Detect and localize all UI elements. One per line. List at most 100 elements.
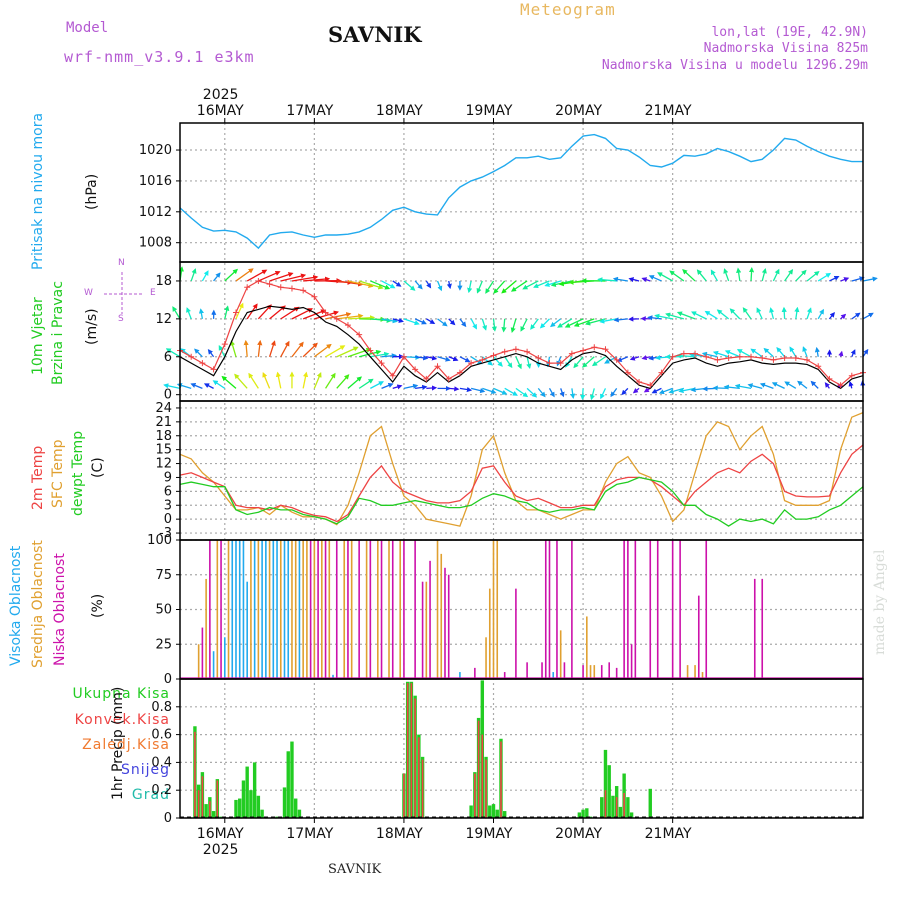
- wind-arrow: [470, 318, 477, 330]
- axis-text-layer: 16MAY 16MAY 17MAY 17MAY 18MAY 18MAY 19MAY 19MAY…: [104, 87, 692, 858]
- gust-marker: [468, 360, 475, 367]
- wind-arrow: [669, 270, 685, 282]
- wind-arrow: [724, 350, 741, 358]
- wind-arrow: [194, 348, 203, 358]
- wind-arrow: [784, 381, 797, 389]
- wind-arrow: [459, 356, 471, 363]
- wind-arrow: [446, 280, 452, 290]
- wind-arrow: [448, 386, 460, 392]
- gust-marker: [266, 281, 273, 288]
- wind-arrow: [370, 280, 391, 290]
- conv-rain-bar: [194, 731, 196, 818]
- wind-arrow: [165, 348, 181, 358]
- wind-arrow: [704, 310, 718, 320]
- wind-arrow: [257, 304, 272, 320]
- gust-marker: [748, 353, 755, 360]
- wind-arrow: [862, 276, 878, 282]
- wind-arrow: [172, 306, 181, 320]
- y-tick-label: 1008: [139, 236, 172, 251]
- conv-rain-bar: [615, 797, 618, 818]
- y-tick-label: 0.8: [151, 700, 172, 715]
- y-tick-label: 0: [164, 672, 172, 687]
- wind-arrow: [501, 280, 517, 294]
- total-rain-bar: [204, 804, 208, 818]
- wind-arrow: [515, 387, 529, 398]
- wind-arrow: [814, 346, 820, 357]
- y-tick-label: 50: [155, 603, 172, 618]
- wind-arrow: [781, 306, 787, 319]
- y-tick-label: 21: [155, 415, 172, 430]
- wind-arrow: [302, 342, 318, 358]
- total-rain-bar: [211, 811, 216, 818]
- grid-layer: [180, 123, 863, 819]
- wind-arrow: [526, 387, 538, 398]
- gust-marker: [423, 375, 430, 382]
- wind-arrow: [712, 350, 729, 358]
- gust-marker: [535, 355, 542, 362]
- wind-arrow: [851, 276, 865, 282]
- wind-arrow: [258, 270, 281, 282]
- wind-arrow: [794, 306, 800, 319]
- gust-marker: [624, 369, 631, 376]
- panel-frame: [179, 678, 864, 819]
- wind-arrow: [573, 318, 595, 327]
- wind-arrow: [654, 313, 673, 320]
- wind-arrow: [436, 280, 443, 292]
- model-name: wrf-nmm_v3.9.1 e3km: [64, 48, 255, 66]
- gust-marker: [725, 355, 732, 362]
- wind-arrow: [548, 388, 555, 398]
- total-rain-bar: [495, 809, 499, 818]
- conv-rain-bar: [477, 720, 480, 818]
- total-rain-bar: [241, 780, 246, 818]
- total-rain-bar: [488, 805, 492, 818]
- wind-arrow: [556, 356, 562, 367]
- frame-layer: [176, 118, 864, 823]
- total-rain-bar: [245, 766, 249, 818]
- gust-marker: [356, 331, 363, 338]
- gust-marker: [804, 356, 811, 363]
- model-label: Model: [66, 20, 109, 36]
- wind-arrow: [539, 318, 550, 329]
- day-label-bottom: 21MAY: [645, 826, 692, 842]
- conv-rain-bar: [201, 776, 204, 818]
- wind-arrow: [426, 318, 436, 325]
- conv-rain-bar: [414, 698, 416, 818]
- wind-arrow: [381, 280, 396, 289]
- page-title: SAVNIK: [328, 22, 422, 47]
- wind-arrow: [763, 347, 774, 358]
- wind-speed-line: [179, 305, 864, 390]
- wind-arrow: [243, 339, 249, 357]
- y-tick-label: 1012: [139, 205, 172, 220]
- wind-arrow: [817, 272, 832, 282]
- wind-arrow: [493, 387, 508, 395]
- wind-arrow: [230, 340, 237, 357]
- gust-marker: [501, 348, 508, 355]
- wind-arrow: [761, 267, 767, 282]
- conv-rain-bar: [421, 759, 424, 818]
- gust-marker: [815, 363, 822, 370]
- conv-rain-bar: [474, 773, 476, 818]
- wind-arrow: [736, 349, 752, 358]
- y-tick-label: 6: [164, 350, 172, 365]
- wind-arrow: [426, 385, 438, 391]
- y-tick-label: 3: [164, 498, 172, 513]
- wind-arrow: [641, 277, 651, 283]
- wind-arrow: [632, 387, 640, 394]
- gust-marker: [669, 353, 676, 360]
- wind-arrow: [186, 307, 192, 320]
- wind-arrow: [493, 280, 506, 294]
- y-tick-label: 100: [147, 533, 172, 548]
- gust-marker: [456, 369, 463, 376]
- wind-arrow: [221, 375, 237, 389]
- wind-arrow: [772, 268, 780, 282]
- wind-arrow: [448, 356, 459, 362]
- wind-arrow: [610, 387, 618, 398]
- total-rain-bar: [611, 795, 615, 818]
- wind-arrow: [573, 356, 584, 369]
- wind-arrow: [520, 318, 528, 332]
- wind-arrow: [392, 317, 404, 323]
- wind-arrow: [470, 387, 486, 394]
- wind-arrow: [481, 356, 493, 366]
- day-label-bottom: 19MAY: [466, 826, 513, 842]
- wind-arrow: [628, 277, 640, 283]
